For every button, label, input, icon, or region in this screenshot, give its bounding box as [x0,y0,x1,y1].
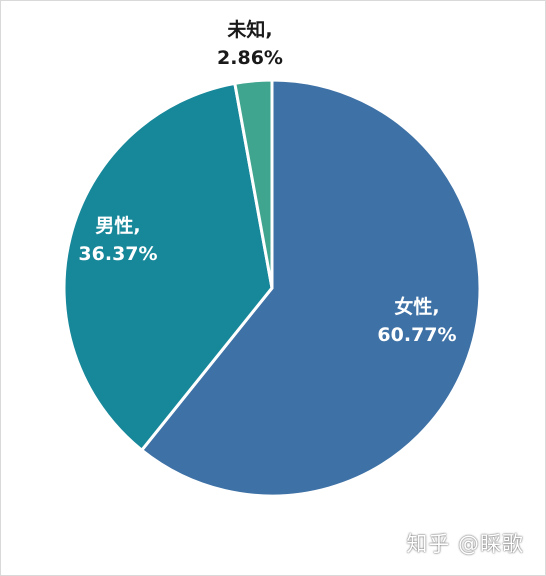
slice-label-2: 男性, [95,214,140,237]
slice-value-label-3: 2.86% [217,47,283,69]
pie-slice-2 [62,81,274,452]
watermark: 知乎 @睬歌 [406,532,524,556]
pie-slices [62,78,482,498]
slice-value-label-1: 60.77% [377,324,456,346]
slice-label-3: 未知, [226,18,272,41]
pie-slice-1 [140,78,482,498]
pie-slice-3 [233,78,274,290]
slice-value-label-2: 36.37% [78,243,157,265]
slice-label-1: 女性, [394,295,439,318]
pie-labels: 女性, 60.77% 男性, 36.37% 未知, 2.86% [78,18,456,346]
